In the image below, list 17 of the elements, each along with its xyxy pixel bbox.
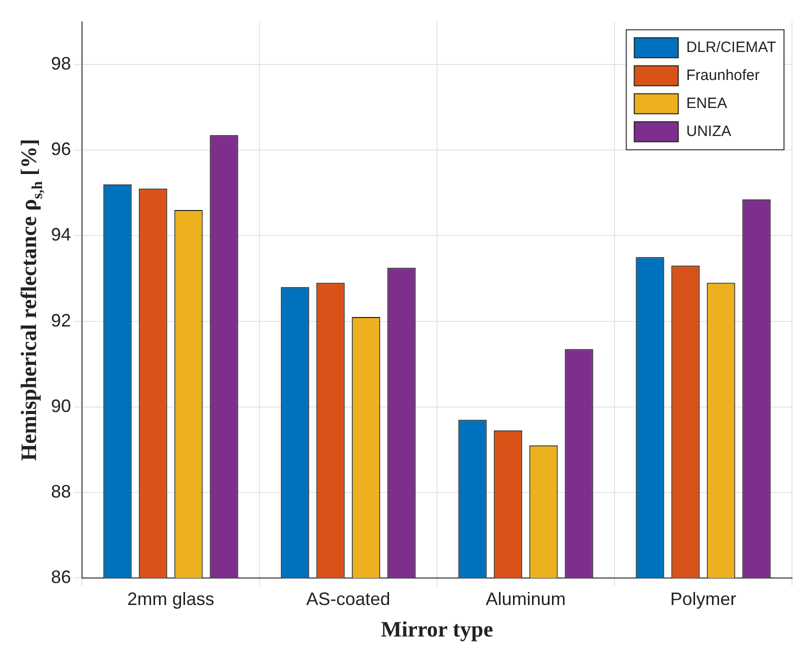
legend-label: DLR/CIEMAT: [686, 38, 776, 56]
y-tick-label: 88: [50, 481, 72, 502]
x-axis-title: Mirror type: [380, 616, 494, 642]
y-tick-label: 86: [50, 566, 72, 587]
x-tick-label: 2mm glass: [127, 588, 214, 609]
x-tick-label: AS-coated: [306, 588, 390, 609]
y-tick-label: 98: [50, 54, 72, 74]
legend-label: ENEA: [686, 94, 728, 112]
legend-label: UNIZA: [686, 122, 732, 140]
y-axis-title: Hemispherical reflectance ρs,h [%]: [16, 138, 46, 461]
y-tick-label: 90: [50, 396, 72, 416]
x-tick-label: Aluminum: [486, 588, 566, 609]
y-tick-label: 96: [50, 139, 72, 160]
y-tick-label: 94: [50, 224, 72, 245]
legend-label: Fraunhofer: [686, 66, 760, 84]
x-tick-label: Polymer: [670, 588, 736, 609]
y-tick-label: 92: [50, 310, 72, 330]
